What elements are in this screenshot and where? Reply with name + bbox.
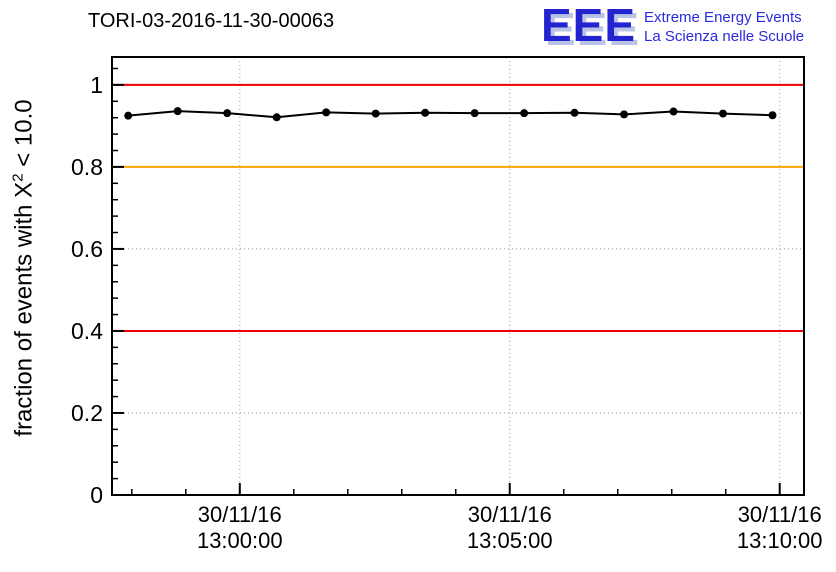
data-point [124, 111, 133, 120]
x-tick-label-date: 30/11/16 [468, 502, 552, 527]
plot-frame [111, 56, 805, 496]
data-point [570, 108, 579, 117]
eee-logo-text: Extreme Energy Events La Scienza nelle S… [644, 5, 804, 46]
x-tick-label-time: 13:00:00 [197, 528, 283, 553]
data-point [768, 111, 777, 120]
eee-logo-line2: La Scienza nelle Scuole [644, 28, 805, 45]
data-point [470, 109, 479, 118]
data-point [520, 109, 529, 118]
data-point [620, 110, 629, 119]
data-point [272, 113, 281, 122]
data-point [371, 109, 380, 118]
x-tick-label-time: 13:10:00 [737, 528, 823, 553]
x-tick-label-date: 30/11/16 [738, 502, 822, 527]
y-tick-label: 0.4 [71, 318, 103, 344]
data-point [669, 107, 678, 116]
y-tick-label: 0.6 [71, 236, 103, 262]
x-tick-label-time: 13:05:00 [467, 528, 553, 553]
y-tick-label: 0 [90, 482, 103, 508]
y-tick-label: 0.8 [71, 154, 103, 180]
eee-logo-line1: Extreme Energy Events [644, 9, 802, 26]
eee-logo-acronym: EEE [541, 0, 637, 51]
y-tick-label: 1 [90, 72, 103, 98]
y-tick-label: 0.2 [71, 400, 103, 426]
data-point [421, 108, 430, 117]
data-point [223, 109, 232, 118]
plot-title: TORI-03-2016-11-30-00063 [88, 10, 335, 32]
x-tick-label-date: 30/11/16 [198, 502, 282, 527]
data-point [322, 108, 331, 117]
eee-logo: EEE Extreme Energy Events La Scienza nel… [541, 0, 804, 51]
data-point [719, 109, 728, 118]
data-point [173, 107, 182, 116]
series-line [128, 110, 773, 119]
